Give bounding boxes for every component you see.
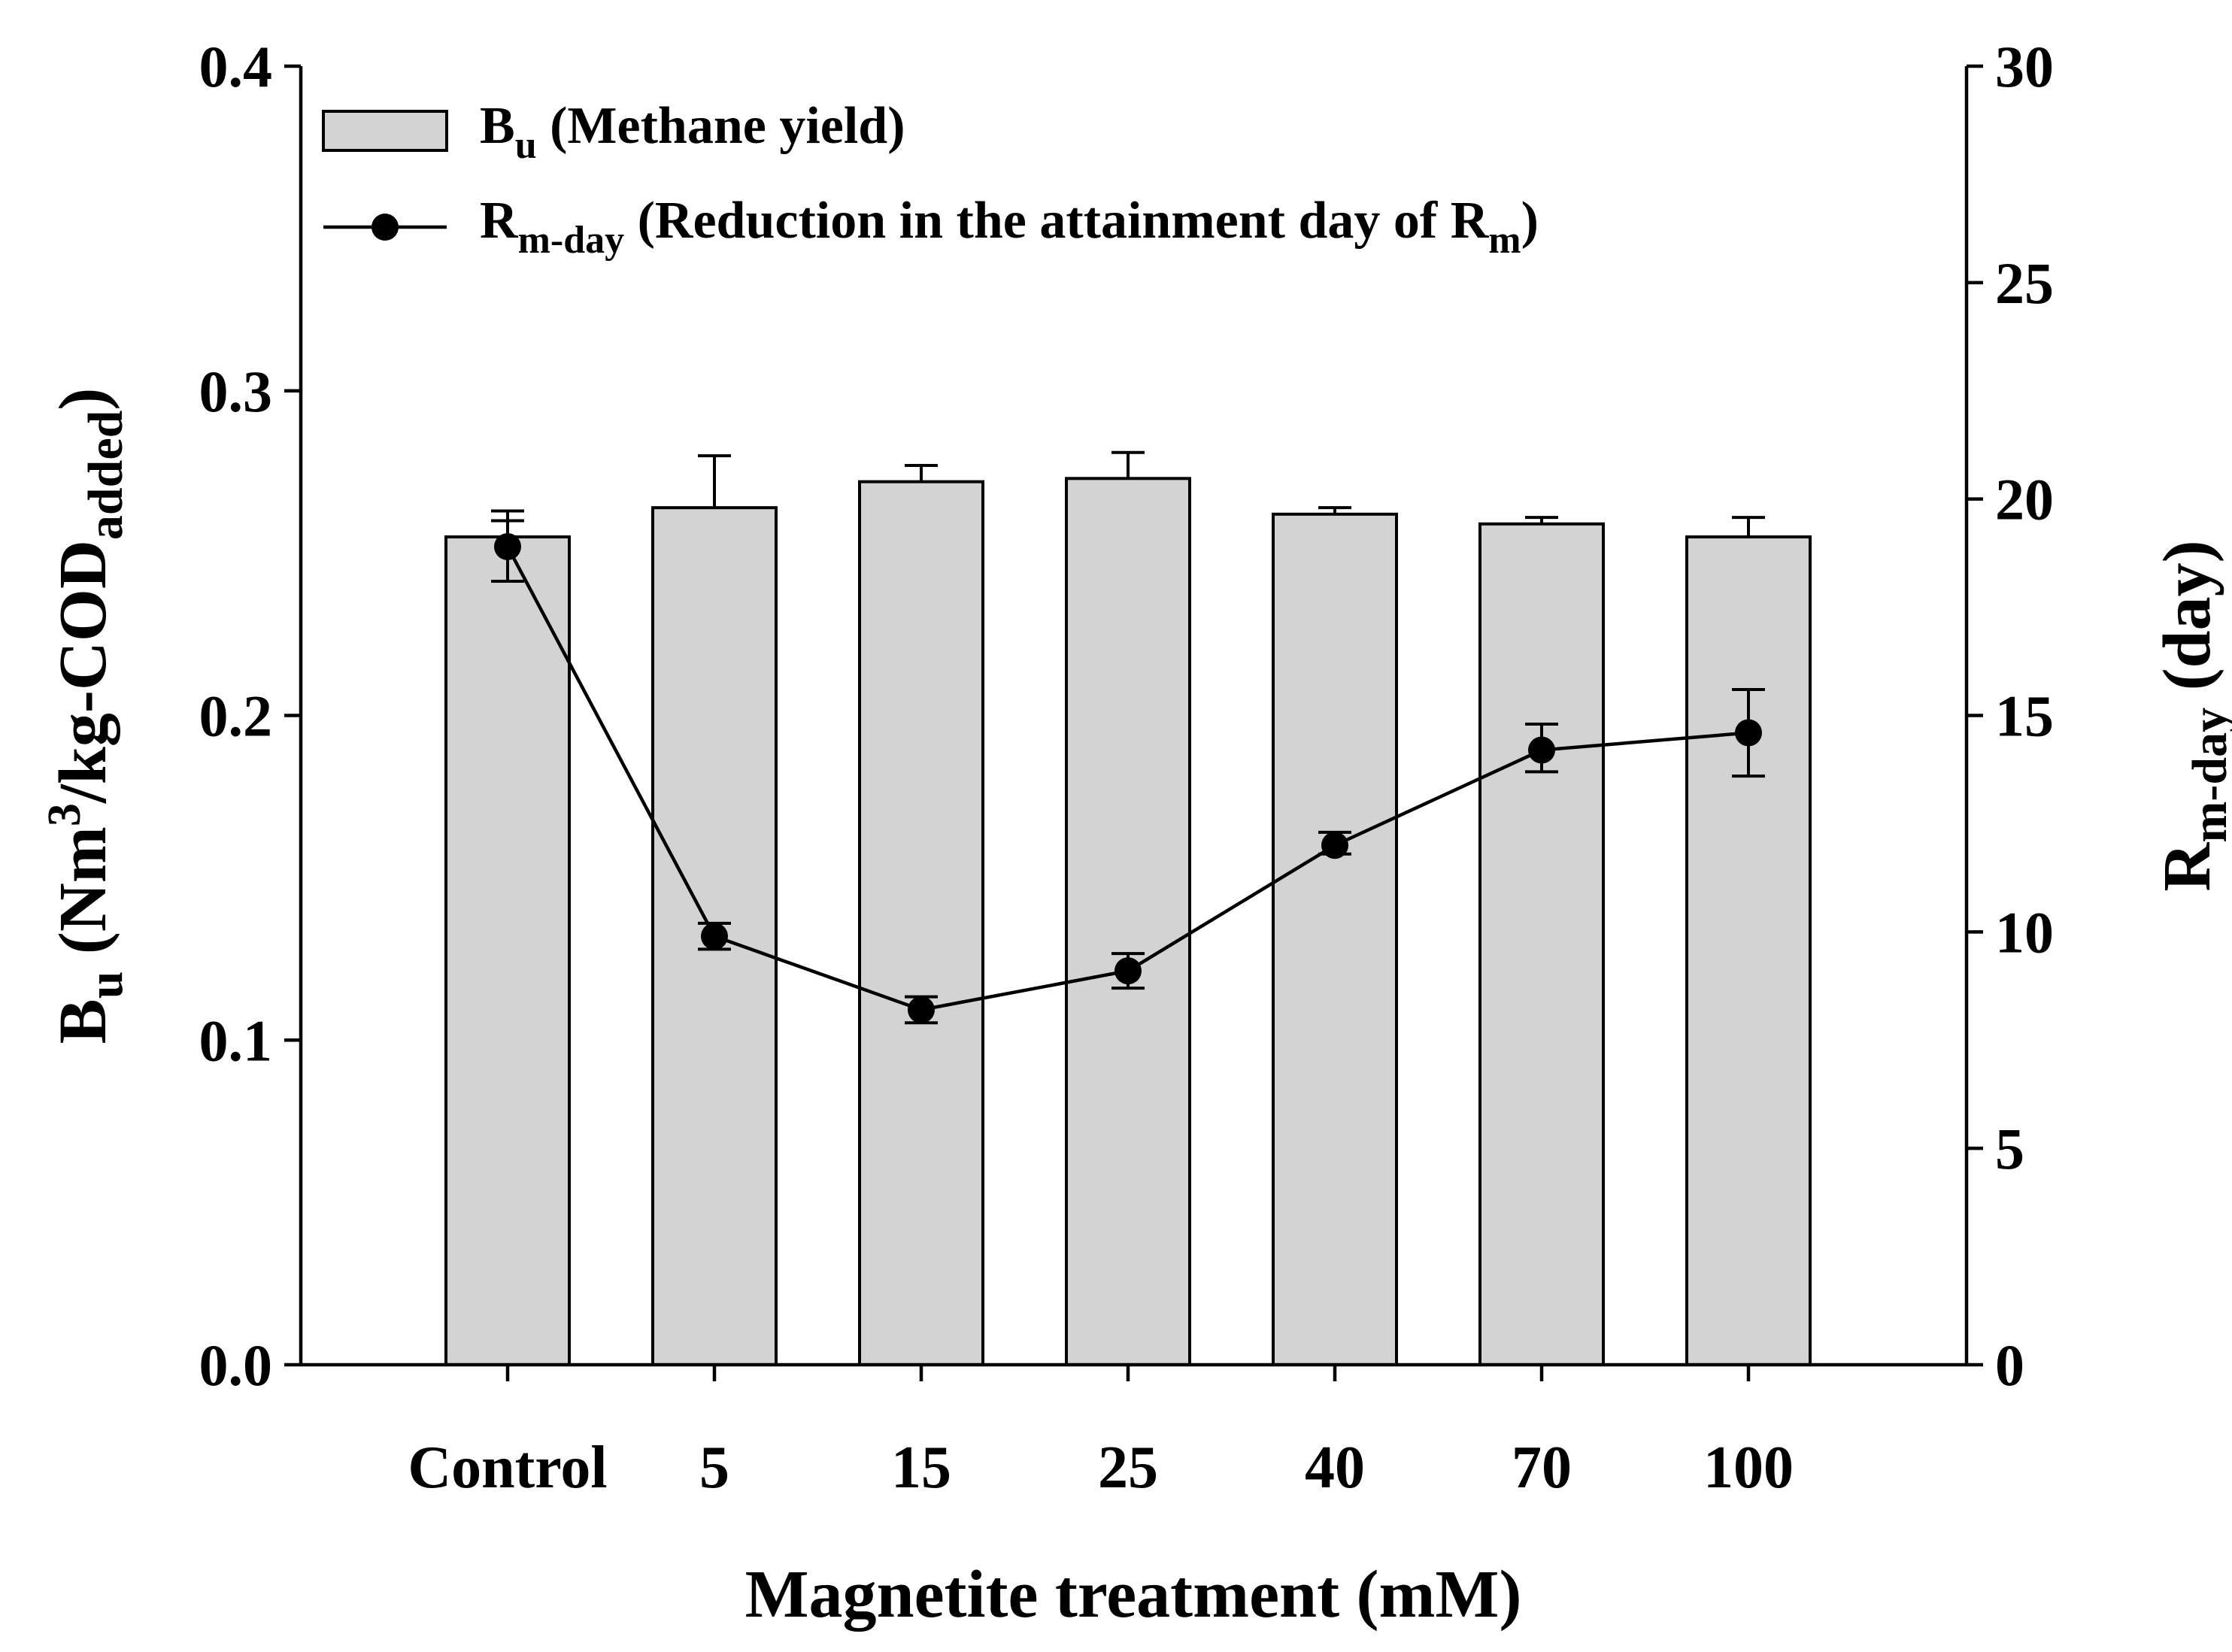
line-series bbox=[491, 519, 1765, 1025]
x-tick-label: 5 bbox=[699, 1435, 729, 1501]
y2-axis-title: Rm-day (day) bbox=[2150, 540, 2232, 891]
rm-day-point-100 bbox=[1735, 719, 1762, 747]
x-tick-label: 100 bbox=[1703, 1435, 1794, 1501]
x-tick-label: 25 bbox=[1098, 1435, 1158, 1501]
rm-day-point-Control bbox=[494, 532, 521, 560]
y2-tick-label: 10 bbox=[1995, 899, 2054, 965]
y2-tick-label: 15 bbox=[1995, 684, 2054, 749]
bar-40 bbox=[1272, 512, 1398, 1367]
x-tick-label: Control bbox=[408, 1435, 607, 1501]
rm-day-point-70 bbox=[1528, 736, 1555, 764]
legend-label-line: Rm-day (Reduction in the attainment day … bbox=[480, 192, 1539, 262]
y-tick-label: 0.0 bbox=[199, 1332, 273, 1398]
bar-15 bbox=[858, 480, 984, 1366]
y-tick-label: 0.2 bbox=[199, 684, 273, 749]
y-axis-title: Bu (Nm3/kg-CODadded) bbox=[39, 388, 133, 1044]
y2-tick-label: 20 bbox=[1995, 467, 2054, 532]
x-tick-label: 40 bbox=[1305, 1435, 1365, 1501]
y-tick-label: 0.4 bbox=[199, 34, 273, 99]
y-tick-label: 0.1 bbox=[199, 1008, 273, 1073]
bar-series bbox=[444, 450, 1812, 1367]
legend-label-bar: Bu (Methane yield) bbox=[480, 97, 905, 167]
y-tick-label: 0.3 bbox=[199, 359, 273, 424]
bar-70 bbox=[1478, 522, 1605, 1367]
axis-labels: Magnetite treatment (mM) Bu (Nm3/kg-CODad… bbox=[39, 388, 2232, 1632]
x-axis-title: Magnetite treatment (mM) bbox=[745, 1557, 1522, 1632]
bar-100 bbox=[1685, 535, 1812, 1366]
y2-tick-label: 25 bbox=[1995, 250, 2054, 316]
legend: Bu (Methane yield) Rm-day (Reduction in t… bbox=[322, 97, 1539, 262]
rm-day-point-15 bbox=[908, 996, 935, 1023]
legend-swatch-bar bbox=[322, 110, 448, 152]
axes: 0.0 0.1 0.2 0.3 0.4 0 5 10 15 20 25 30 Control 5 15 25 4… bbox=[199, 34, 2055, 1501]
bar-25 bbox=[1065, 477, 1191, 1366]
y2-tick-label: 30 bbox=[1995, 34, 2054, 99]
rm-day-point-25 bbox=[1114, 957, 1142, 985]
rm-day-point-5 bbox=[701, 923, 728, 950]
y2-tick-label: 0 bbox=[1995, 1332, 2024, 1398]
bar-Control bbox=[444, 535, 571, 1366]
x-tick-label: 70 bbox=[1512, 1435, 1572, 1501]
rm-day-point-40 bbox=[1321, 832, 1348, 859]
x-tick-label: 15 bbox=[891, 1435, 951, 1501]
y2-tick-label: 5 bbox=[1995, 1116, 2024, 1181]
legend-swatch-marker bbox=[371, 214, 399, 241]
